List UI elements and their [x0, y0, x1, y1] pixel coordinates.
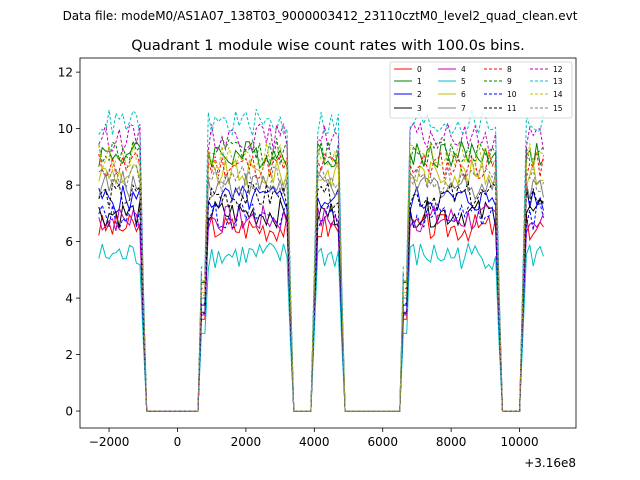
- series-line-15: [98, 164, 544, 412]
- legend-label-11: 11: [507, 104, 517, 113]
- axes-frame: [79, 57, 577, 429]
- x-tick-label: 4000: [299, 435, 330, 449]
- legend-label-15: 15: [553, 104, 563, 113]
- y-tick-label: 4: [65, 292, 73, 306]
- x-tick-label: 2000: [231, 435, 262, 449]
- legend-label-8: 8: [507, 65, 512, 74]
- legend-label-14: 14: [553, 90, 563, 99]
- legend-label-1: 1: [417, 77, 422, 86]
- legend-label-9: 9: [507, 77, 512, 86]
- x-axis-offset-label: +3.16e8: [524, 456, 576, 470]
- x-tick-label: 6000: [367, 435, 398, 449]
- y-axis: 0 2 4 6 8 10 12: [58, 66, 80, 419]
- y-tick-label: 0: [65, 405, 73, 419]
- y-tick-label: 2: [65, 348, 73, 362]
- x-tick-label: 8000: [436, 435, 467, 449]
- legend-label-13: 13: [553, 77, 563, 86]
- legend-label-2: 2: [417, 90, 422, 99]
- y-tick-label: 10: [58, 122, 73, 136]
- x-tick-label: 10000: [500, 435, 538, 449]
- y-tick-label: 12: [58, 66, 73, 80]
- y-tick-label: 8: [65, 179, 73, 193]
- legend-label-3: 3: [417, 104, 422, 113]
- chart-title: Quadrant 1 module wise count rates with …: [131, 38, 525, 54]
- figure-suptitle: Data file: modeM0/AS1A07_138T03_90000034…: [63, 9, 578, 23]
- legend-label-10: 10: [507, 90, 517, 99]
- legend-label-5: 5: [461, 77, 466, 86]
- legend-label-6: 6: [461, 90, 466, 99]
- legend-frame: [389, 61, 573, 119]
- x-tick-label: −2000: [89, 435, 130, 449]
- legend-label-4: 4: [461, 65, 466, 74]
- legend-label-0: 0: [417, 65, 422, 74]
- y-tick-label: 6: [65, 235, 73, 249]
- axes-background: [80, 58, 576, 428]
- legend-label-12: 12: [553, 65, 563, 74]
- plot-area: [79, 57, 577, 429]
- series-layer: [98, 109, 544, 412]
- x-axis: −2000 0 2000 4000 6000 8000 10000: [89, 428, 539, 449]
- legend-label-7: 7: [461, 104, 466, 113]
- x-tick-label: 0: [174, 435, 182, 449]
